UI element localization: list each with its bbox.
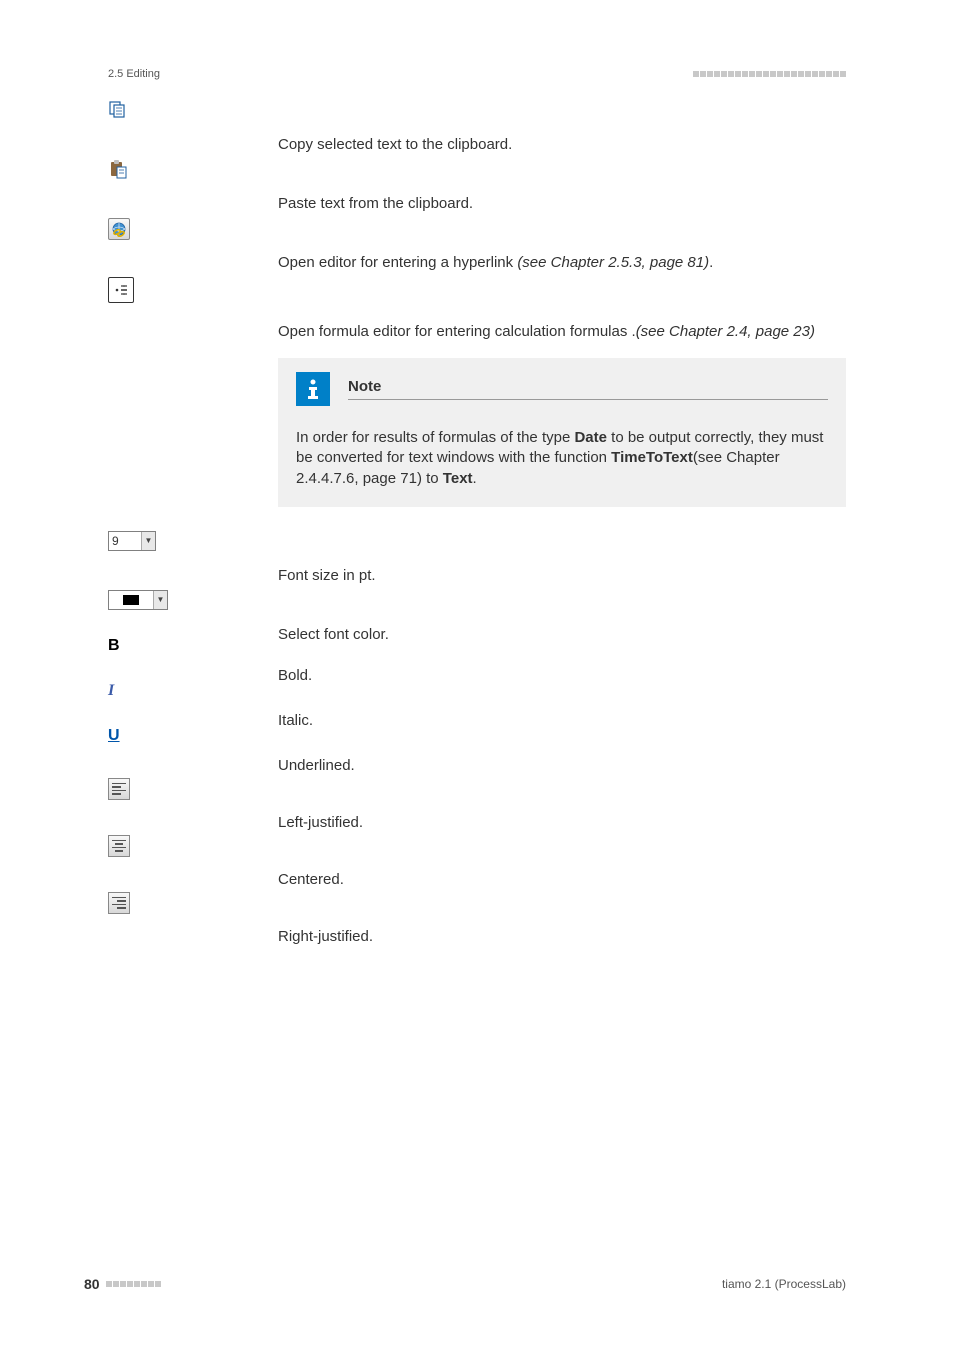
formula-icon[interactable] bbox=[108, 277, 134, 303]
section-label: 2.5 Editing bbox=[108, 68, 160, 80]
paste-icon[interactable] bbox=[108, 159, 128, 179]
page-header: 2.5 Editing bbox=[108, 68, 846, 80]
formula-link[interactable]: (see Chapter 2.4, page 23) bbox=[636, 323, 815, 340]
formula-desc-text: Open formula editor for entering calcula… bbox=[278, 323, 636, 340]
chevron-down-icon: ▼ bbox=[153, 591, 167, 609]
underline-icon[interactable]: U bbox=[108, 727, 120, 744]
row-copy: Copy selected text to the clipboard. bbox=[108, 100, 846, 153]
fontcolor-select[interactable]: ▼ bbox=[108, 590, 168, 610]
hyperlink-link[interactable]: (see Chapter 2.5.3, page 81) bbox=[517, 254, 709, 271]
info-icon bbox=[296, 372, 330, 406]
page-footer: 80 tiamo 2.1 (ProcessLab) bbox=[84, 1276, 846, 1292]
row-bold: B Bold. bbox=[108, 637, 846, 684]
note-box: Note In order for results of formulas of… bbox=[278, 358, 846, 507]
header-decoration bbox=[693, 71, 846, 77]
left-desc: Left-justified. bbox=[278, 778, 846, 831]
chevron-down-icon: ▼ bbox=[141, 532, 155, 550]
fontsize-desc: Font size in pt. bbox=[278, 531, 846, 584]
note-title: Note bbox=[348, 378, 828, 400]
row-underline: U Underlined. bbox=[108, 727, 846, 774]
row-left: Left-justified. bbox=[108, 778, 846, 831]
row-paste: Paste text from the clipboard. bbox=[108, 159, 846, 212]
hyperlink-desc-post: . bbox=[709, 254, 713, 271]
row-hyperlink: Open editor for entering a hyperlink (se… bbox=[108, 218, 846, 271]
italic-desc: Italic. bbox=[278, 682, 846, 729]
row-fontcolor: ▼ Select font color. bbox=[108, 590, 846, 643]
align-right-icon[interactable] bbox=[108, 892, 130, 914]
note-body: In order for results of formulas of the … bbox=[296, 428, 828, 489]
color-swatch bbox=[123, 595, 139, 605]
row-center: Centered. bbox=[108, 835, 846, 888]
hyperlink-icon[interactable] bbox=[108, 218, 130, 240]
hyperlink-desc: Open editor for entering a hyperlink (se… bbox=[278, 218, 846, 271]
copy-icon[interactable] bbox=[108, 100, 126, 118]
footer-product: tiamo 2.1 (ProcessLab) bbox=[722, 1277, 846, 1291]
fontsize-value: 9 bbox=[109, 534, 141, 548]
align-left-icon[interactable] bbox=[108, 778, 130, 800]
footer-decoration bbox=[106, 1281, 161, 1287]
paste-desc: Paste text from the clipboard. bbox=[278, 159, 846, 212]
italic-icon[interactable]: I bbox=[108, 682, 114, 699]
fontcolor-desc: Select font color. bbox=[278, 590, 846, 643]
hyperlink-desc-text: Open editor for entering a hyperlink bbox=[278, 254, 517, 271]
copy-desc: Copy selected text to the clipboard. bbox=[278, 100, 846, 153]
right-desc: Right-justified. bbox=[278, 892, 846, 945]
bold-desc: Bold. bbox=[278, 637, 846, 684]
row-note: Note In order for results of formulas of… bbox=[108, 340, 846, 517]
row-formula: Open formula editor for entering calcula… bbox=[108, 277, 846, 340]
bold-icon[interactable]: B bbox=[108, 637, 120, 654]
row-italic: I Italic. bbox=[108, 682, 846, 729]
row-right: Right-justified. bbox=[108, 892, 846, 945]
center-desc: Centered. bbox=[278, 835, 846, 888]
page-number-wrap: 80 bbox=[84, 1276, 161, 1292]
underline-desc: Underlined. bbox=[278, 727, 846, 774]
align-center-icon[interactable] bbox=[108, 835, 130, 857]
formula-desc: Open formula editor for entering calcula… bbox=[278, 277, 846, 340]
fontsize-select[interactable]: 9 ▼ bbox=[108, 531, 156, 551]
content-area: Copy selected text to the clipboard. Pas… bbox=[108, 100, 846, 945]
row-fontsize: 9 ▼ Font size in pt. bbox=[108, 531, 846, 584]
page-number: 80 bbox=[84, 1276, 100, 1292]
